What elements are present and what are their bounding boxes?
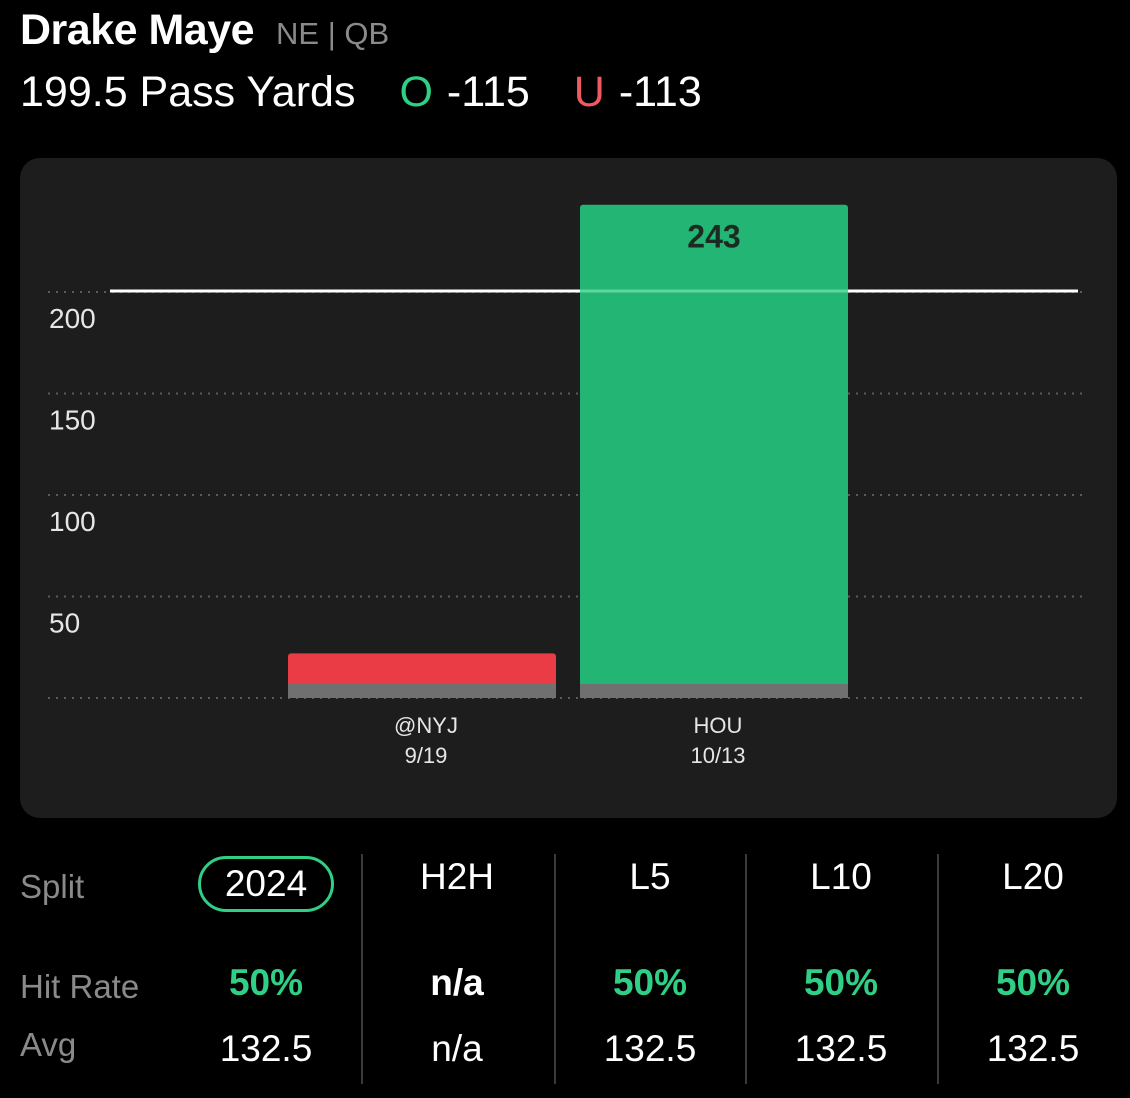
column-divider [937, 854, 939, 1084]
avg-row-label: Avg [20, 1026, 77, 1063]
bar-value-label-1: 243 [687, 219, 740, 255]
prop-line-row: 199.5 Pass Yards O -115 U -113 [20, 68, 702, 117]
x-tick-label-0-1: 9/19 [405, 743, 448, 768]
avg-value: 132.5 [794, 1028, 888, 1069]
column-divider [361, 854, 363, 1084]
y-tick-label-100: 100 [49, 506, 96, 537]
bar-chart: 50 100 150 200 @NYJ 9/19 243 HOU 10/13 [48, 204, 1086, 768]
player-header: Drake Maye NE | QB [20, 6, 389, 55]
split-tab-label: H2H [419, 856, 495, 897]
stats-table: Split Hit Rate Avg 2024 50% 132.5 H2H n/a n/a… [0, 850, 1130, 1098]
hit-rate-value: 50% [803, 962, 879, 1003]
split-column-l20[interactable]: L20 50% 132.5 [943, 850, 1123, 1098]
x-tick-label-1-0: HOU [694, 713, 743, 738]
split-tab-label: 2024 [197, 856, 335, 912]
split-tab-l5[interactable]: L5 [560, 856, 740, 898]
split-tab-h2h[interactable]: H2H [367, 856, 547, 898]
bar-1 [580, 204, 848, 698]
split-tab-label: L5 [629, 856, 671, 897]
prop-line-label: 199.5 Pass Yards [20, 68, 356, 116]
column-divider [745, 854, 747, 1084]
under-symbol[interactable]: U [573, 68, 605, 116]
split-tab-l10[interactable]: L10 [751, 856, 931, 898]
split-tab-label: L10 [810, 856, 872, 897]
split-column-2024[interactable]: 2024 50% 132.5 [176, 850, 356, 1098]
hit-rate-value: 50% [612, 962, 688, 1003]
y-tick-label-50: 50 [49, 608, 80, 639]
split-column-h2h[interactable]: H2H n/a n/a [367, 850, 547, 1098]
y-tick-label-150: 150 [49, 405, 96, 436]
bar-base-1 [580, 684, 848, 698]
column-divider [554, 854, 556, 1084]
hit-rate-row-label: Hit Rate [20, 968, 140, 1005]
split-row-label: Split [20, 868, 85, 905]
split-tab-2024[interactable]: 2024 [176, 856, 356, 912]
over-symbol[interactable]: O [399, 68, 433, 116]
hit-rate-value: 50% [228, 962, 304, 1003]
x-tick-label-0-0: @NYJ [394, 713, 458, 738]
hit-rate-value: n/a [430, 962, 484, 1003]
split-tab-l20[interactable]: L20 [943, 856, 1123, 898]
team-position: NE | QB [276, 16, 390, 51]
avg-value: 132.5 [986, 1028, 1080, 1069]
avg-value: n/a [431, 1028, 483, 1069]
split-column-l5[interactable]: L5 50% 132.5 [560, 850, 740, 1098]
split-column-l10[interactable]: L10 50% 132.5 [751, 850, 931, 1098]
y-tick-label-200: 200 [49, 303, 96, 334]
under-odds[interactable]: -113 [618, 68, 702, 116]
bar-base-0 [288, 684, 556, 698]
over-odds[interactable]: -115 [446, 68, 530, 116]
chart-card: 50 100 150 200 @NYJ 9/19 243 HOU 10/13 [20, 158, 1117, 818]
split-tab-label: L20 [1002, 856, 1064, 897]
hit-rate-value: 50% [995, 962, 1071, 1003]
avg-value: 132.5 [603, 1028, 697, 1069]
player-name: Drake Maye [20, 6, 255, 54]
avg-value: 132.5 [219, 1028, 313, 1069]
x-tick-label-1-1: 10/13 [690, 743, 745, 768]
